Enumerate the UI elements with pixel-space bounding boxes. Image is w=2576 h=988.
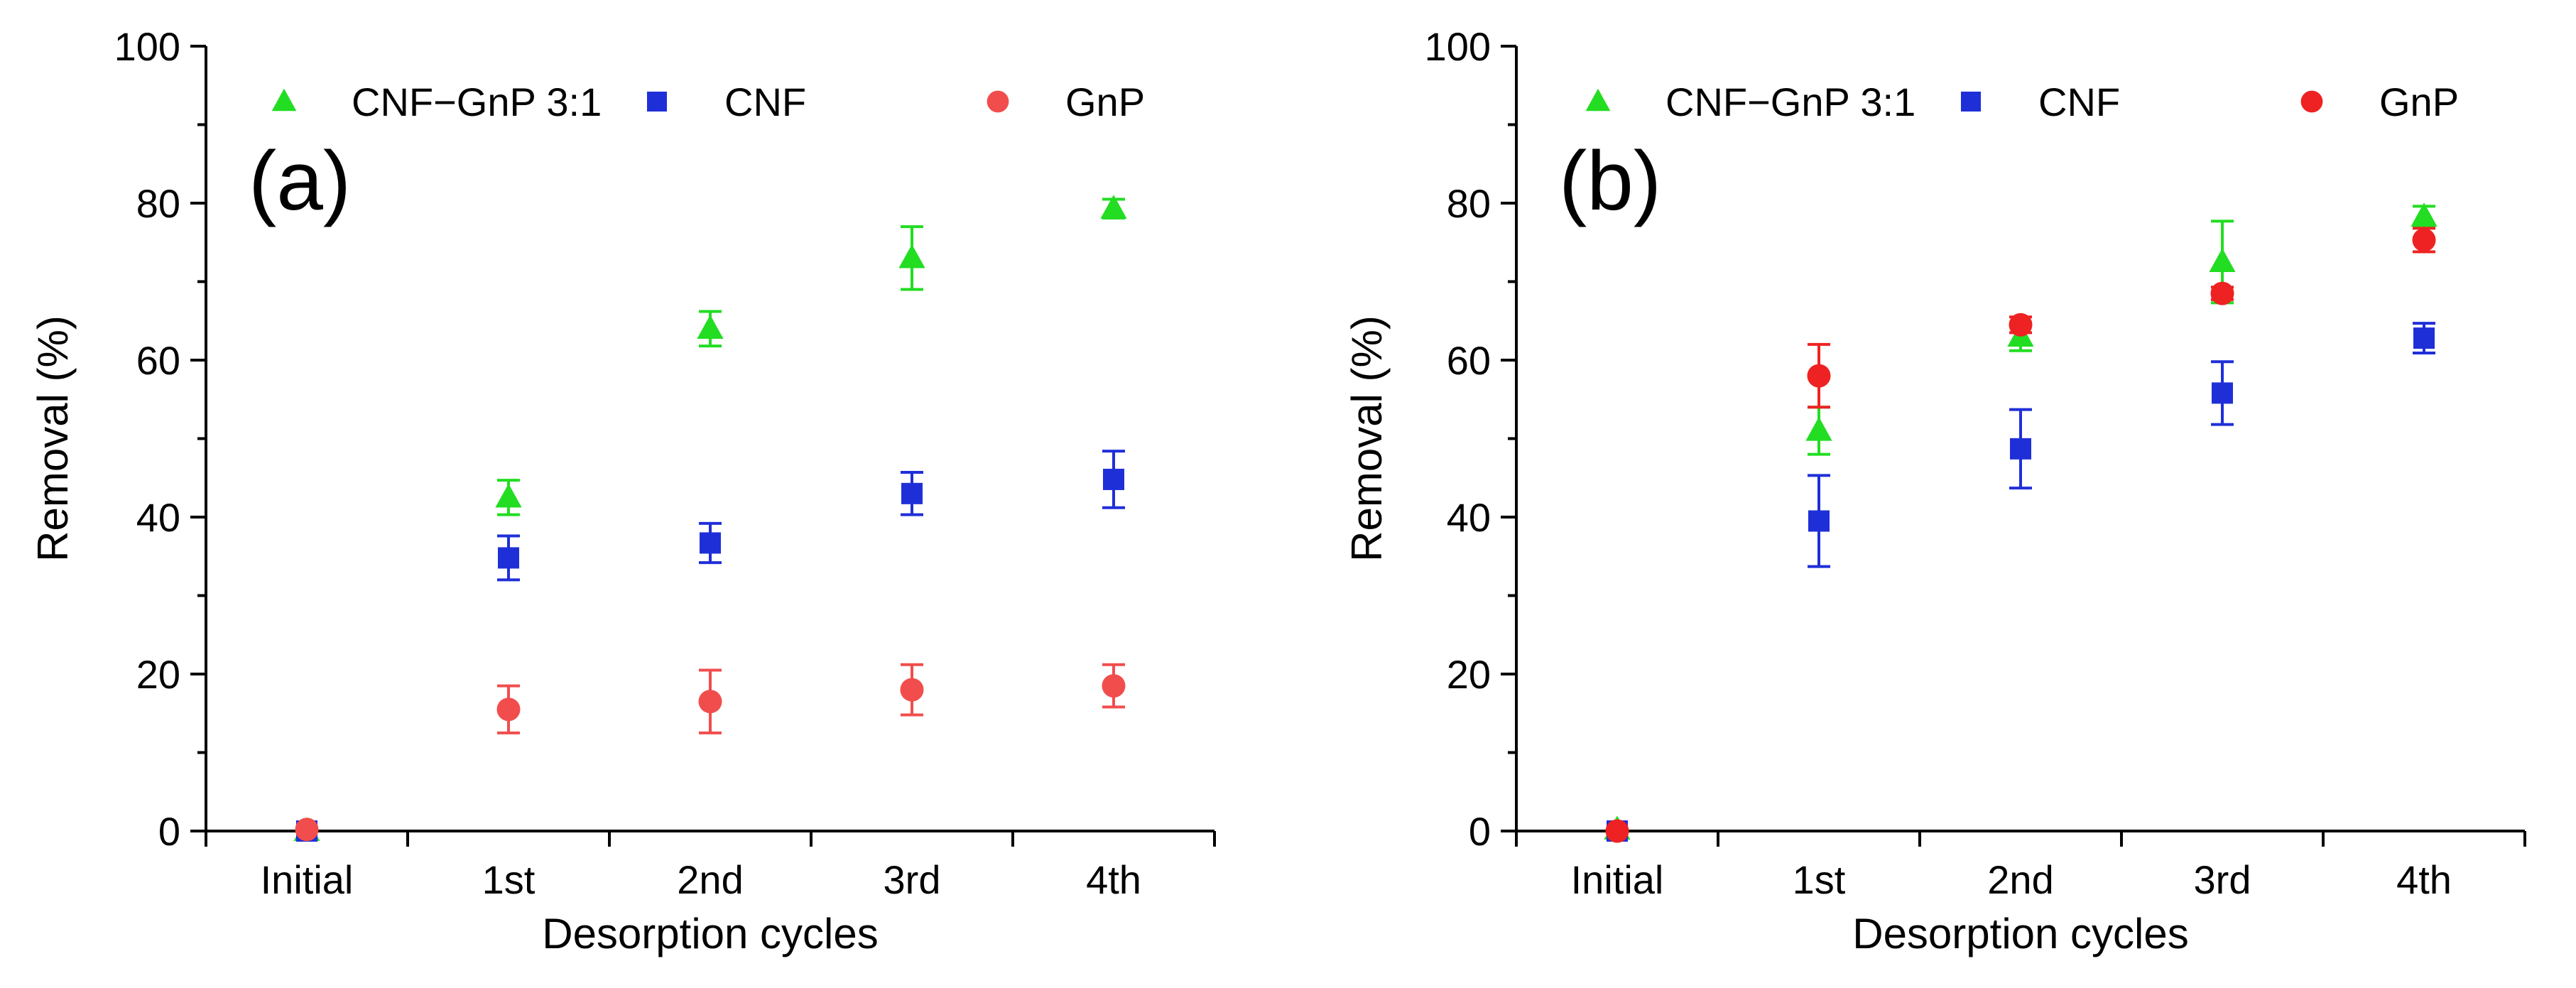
data-point-circle: [2210, 281, 2234, 305]
x-tick-label: Initial: [1571, 857, 1664, 902]
data-point-square: [498, 547, 519, 569]
legend-label: GnP: [1065, 80, 1145, 124]
x-tick-label: Initial: [261, 857, 354, 902]
x-tick-label: 1st: [482, 857, 536, 902]
legend-label: CNF−GnP 3:1: [352, 80, 602, 124]
data-point-circle: [1807, 364, 1831, 388]
panel-label: (b): [1559, 134, 1661, 228]
x-tick-label: 4th: [1086, 857, 1141, 902]
data-point-circle: [496, 697, 521, 722]
x-tick-label: 4th: [2396, 857, 2452, 902]
panel-label: (a): [249, 134, 351, 228]
y-tick-label: 40: [136, 495, 180, 540]
data-point-square: [901, 482, 923, 504]
x-axis-title: Desorption cycles: [1852, 910, 2189, 957]
y-tick-label: 80: [136, 181, 180, 226]
x-tick-label: 3rd: [884, 857, 941, 902]
data-point-triangle: [898, 244, 925, 268]
data-point-square: [700, 532, 721, 554]
legend-label: CNF−GnP 3:1: [1665, 80, 1915, 124]
data-point-triangle: [2411, 202, 2438, 227]
y-axis-title: Removal (%): [1343, 315, 1391, 562]
data-point-square: [2413, 327, 2435, 349]
data-point-circle: [900, 678, 924, 702]
y-tick-label: 20: [1447, 652, 1491, 697]
data-point-square: [2010, 438, 2031, 460]
legend-label: GnP: [2379, 80, 2459, 124]
data-point-triangle: [1805, 416, 1832, 441]
x-axis-title: Desorption cycles: [542, 910, 879, 957]
y-tick-label: 20: [136, 652, 180, 697]
data-point-triangle: [697, 315, 724, 339]
panel-a: 0 20 40 60 80 100 Initial 1st 2nd 3rd 4th Desorptio…: [29, 24, 1216, 957]
data-point-triangle: [2209, 248, 2236, 273]
y-tick-label: 0: [158, 809, 180, 854]
legend-label: CNF: [724, 80, 806, 124]
x-tick-label: 1st: [1793, 857, 1846, 902]
data-point-circle: [2412, 228, 2436, 252]
data-point-circle: [1102, 674, 1126, 698]
data-point-square: [2212, 382, 2233, 404]
y-tick-label: 100: [114, 24, 180, 69]
x-tick-label: 2nd: [677, 857, 743, 902]
x-tick-label: 2nd: [1987, 857, 2053, 902]
data-point-circle: [295, 818, 319, 842]
legend-marker-circle: [987, 90, 1009, 113]
y-axis-title: Removal (%): [29, 315, 77, 562]
data-point-square: [1808, 510, 1830, 532]
y-tick-label: 0: [1469, 809, 1491, 854]
legend-marker-circle: [2300, 90, 2323, 113]
data-point-circle: [698, 690, 722, 714]
data-point-triangle: [495, 483, 522, 508]
data-point-square: [1103, 468, 1124, 490]
y-tick-label: 60: [136, 338, 180, 383]
y-tick-label: 80: [1447, 181, 1491, 226]
legend-marker-triangle: [271, 88, 297, 112]
legend-marker-square: [1961, 92, 1981, 112]
y-tick-label: 100: [1425, 24, 1491, 69]
data-point-circle: [2009, 313, 2033, 337]
legend-marker-square: [647, 92, 667, 112]
y-tick-label: 40: [1447, 495, 1491, 540]
legend-label: CNF: [2038, 80, 2120, 124]
data-point-circle: [1605, 819, 1629, 843]
x-tick-label: 3rd: [2194, 857, 2251, 902]
data-point-triangle: [1100, 195, 1127, 219]
legend-marker-triangle: [1585, 88, 1611, 112]
panel-b: 0 20 40 60 80 100 Initial 1st 2nd 3rd 4th Desorptio…: [1343, 24, 2526, 957]
y-tick-label: 60: [1447, 338, 1491, 383]
